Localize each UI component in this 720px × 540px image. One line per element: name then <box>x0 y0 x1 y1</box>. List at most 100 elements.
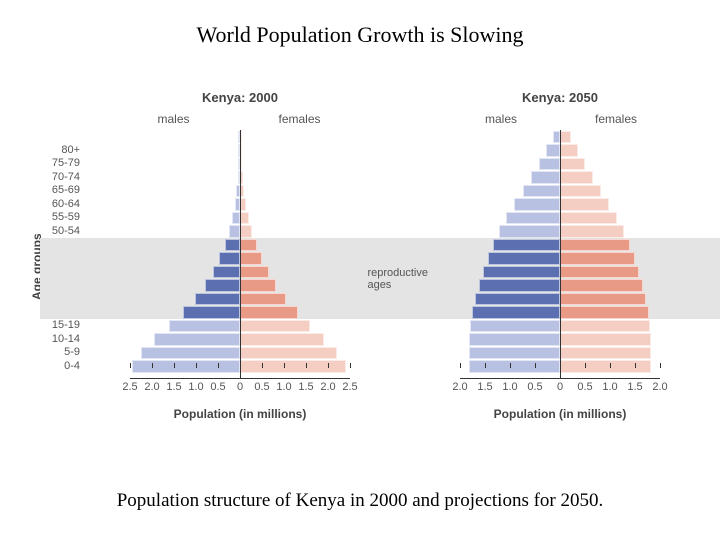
male-bar <box>154 333 240 346</box>
male-bar <box>475 293 560 306</box>
male-bar <box>205 279 240 292</box>
female-bar <box>560 266 639 279</box>
female-bar <box>240 333 324 346</box>
female-bar <box>240 212 249 225</box>
x-tick <box>635 363 636 368</box>
male-bar <box>132 360 240 373</box>
x-tick-label: 0.5 <box>577 381 592 393</box>
pyramid-2000: Kenya: 2000 males females reproductiveages2… <box>130 90 350 410</box>
male-bar <box>232 212 240 225</box>
male-bar <box>531 171 560 184</box>
x-axis-line <box>460 378 660 379</box>
age-group-label: 75-79 <box>40 157 80 171</box>
chart-area: Age groups 80+75-7970-7465-6960-6455-595… <box>40 90 690 430</box>
male-bar <box>488 252 561 265</box>
x-tick <box>284 363 285 368</box>
female-bar <box>560 333 651 346</box>
female-bar <box>560 144 578 157</box>
x-tick <box>535 363 536 368</box>
x-tick <box>485 363 486 368</box>
x-tick-label: 2.0 <box>652 381 667 393</box>
x-tick-label: 1.5 <box>166 381 181 393</box>
bars-container: reproductiveages2.52.01.51.00.500.51.01.… <box>130 130 350 373</box>
x-tick-label: 0.5 <box>254 381 269 393</box>
bars-container: 2.01.51.00.500.51.01.52.0Population (in … <box>460 130 660 373</box>
female-bar <box>560 252 635 265</box>
x-tick <box>174 363 175 368</box>
pyramid-title: Kenya: 2000 <box>130 90 350 105</box>
age-group-label: 5-9 <box>40 346 80 360</box>
female-bar <box>560 320 650 333</box>
female-bar <box>560 185 601 198</box>
x-axis-line <box>130 378 350 379</box>
female-bar <box>560 225 624 238</box>
x-tick <box>196 363 197 368</box>
center-axis <box>240 130 241 379</box>
male-bar <box>219 252 240 265</box>
x-ticks: 2.52.01.51.00.500.51.01.52.02.5 <box>130 381 350 397</box>
female-bar <box>560 306 649 319</box>
female-bar <box>240 293 286 306</box>
x-tick-label: 1.0 <box>502 381 517 393</box>
male-bar <box>141 347 240 360</box>
x-tick-label: 0 <box>237 381 243 393</box>
female-bar <box>560 198 609 211</box>
x-ticks: 2.01.51.00.500.51.01.52.0 <box>460 381 660 397</box>
x-tick-label: 2.0 <box>320 381 335 393</box>
age-group-label <box>40 130 80 144</box>
male-bar <box>469 347 561 360</box>
female-bar <box>560 131 571 144</box>
female-bar <box>240 225 252 238</box>
age-group-label: 50-54 <box>40 225 80 239</box>
males-label: males <box>485 112 517 126</box>
page-title: World Population Growth is Slowing <box>0 22 720 48</box>
age-group-label: 55-59 <box>40 211 80 225</box>
male-bar <box>506 212 560 225</box>
male-bar <box>169 320 240 333</box>
x-tick <box>152 363 153 368</box>
females-label: females <box>279 112 321 126</box>
x-tick-label: 1.0 <box>276 381 291 393</box>
males-label: males <box>158 112 190 126</box>
x-tick-label: 2.5 <box>342 381 357 393</box>
male-bar <box>469 360 561 373</box>
female-bar <box>560 347 651 360</box>
female-bar <box>240 360 346 373</box>
male-bar <box>225 239 240 252</box>
x-tick <box>328 363 329 368</box>
x-tick-label: 2.5 <box>122 381 137 393</box>
x-tick-label: 0.5 <box>527 381 542 393</box>
x-tick-label: 1.0 <box>188 381 203 393</box>
center-axis <box>560 130 561 379</box>
female-bar <box>560 360 651 373</box>
female-bar <box>240 252 262 265</box>
female-bar <box>560 158 585 171</box>
age-group-label: 80+ <box>40 144 80 158</box>
x-tick-label: 1.0 <box>602 381 617 393</box>
female-bar <box>240 266 269 279</box>
male-bar <box>499 225 560 238</box>
age-group-label: 65-69 <box>40 184 80 198</box>
male-bar <box>553 131 561 144</box>
x-tick <box>262 363 263 368</box>
age-group-label: 60-64 <box>40 198 80 212</box>
male-bar <box>479 279 560 292</box>
x-tick-label: 0.5 <box>210 381 225 393</box>
x-tick-label: 1.5 <box>627 381 642 393</box>
age-group-label: 70-74 <box>40 171 80 185</box>
female-bar <box>560 171 593 184</box>
x-tick-label: 0 <box>557 381 563 393</box>
male-bar <box>195 293 240 306</box>
pyramid-2050: Kenya: 2050malesfemales2.01.51.00.500.51… <box>460 90 660 410</box>
female-bar <box>560 239 630 252</box>
age-group-label: 15-19 <box>40 319 80 333</box>
female-bar <box>240 306 298 319</box>
x-tick <box>460 363 461 368</box>
male-bar <box>483 266 561 279</box>
male-bar <box>493 239 561 252</box>
x-tick-label: 2.0 <box>452 381 467 393</box>
x-tick-label: 1.5 <box>477 381 492 393</box>
male-bar <box>469 333 560 346</box>
x-tick <box>306 363 307 368</box>
female-bar <box>240 239 257 252</box>
